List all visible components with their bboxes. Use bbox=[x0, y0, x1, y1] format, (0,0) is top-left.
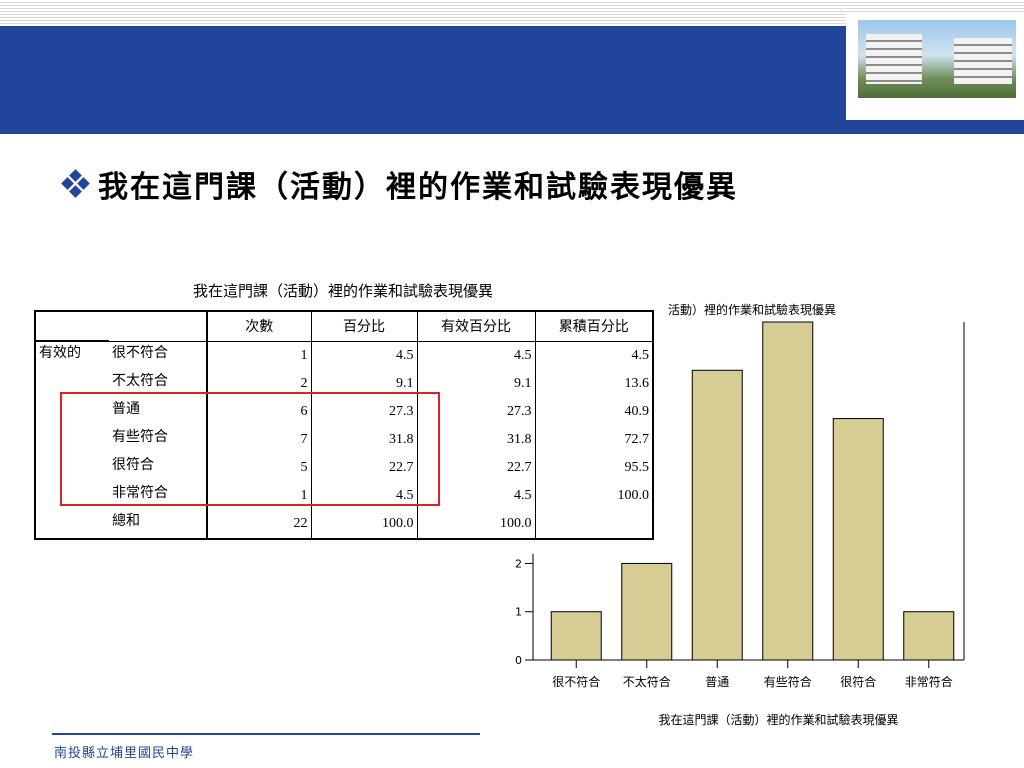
x-tick-label: 很符合 bbox=[840, 674, 876, 689]
row-percent: 27.3 bbox=[311, 397, 418, 426]
row-cumulative: 95.5 bbox=[535, 453, 654, 482]
table-row: 很符合 5 22.7 22.7 95.5 bbox=[35, 453, 654, 482]
table-row: 普通 6 27.3 27.3 40.9 bbox=[35, 397, 654, 426]
footer-divider bbox=[52, 733, 480, 735]
bar-chart: 活動）裡的作業和試驗表現優異 0 1 2 很不符合 不太符合 普通 有些符合 很符合 非常符合我在… bbox=[515, 302, 965, 727]
x-axis-title: 我在這門課（活動）裡的作業和試驗表現優異 bbox=[658, 712, 898, 727]
row-cumulative: 100.0 bbox=[535, 481, 654, 510]
row-valid-percent: 31.8 bbox=[417, 425, 536, 454]
row-label: 普通 bbox=[109, 397, 208, 426]
table-header-row: 次數 百分比 有效百分比 累積百分比 bbox=[34, 310, 654, 342]
header-empty-cell bbox=[34, 310, 109, 342]
total-valid-percent: 100.0 bbox=[417, 509, 536, 540]
row-valid-percent: 4.5 bbox=[417, 341, 536, 370]
chart-title: 活動）裡的作業和試驗表現優異 bbox=[668, 302, 836, 317]
title-row: 我在這門課（活動）裡的作業和試驗表現優異 bbox=[61, 164, 738, 205]
row-count: 1 bbox=[207, 341, 312, 370]
total-percent: 100.0 bbox=[311, 509, 418, 540]
y-tick-label: 1 bbox=[515, 606, 522, 619]
header-percent: 百分比 bbox=[311, 310, 418, 342]
row-cumulative: 40.9 bbox=[535, 397, 654, 426]
table-body: 有效的 很不符合 1 4.5 4.5 4.5 不太符合 2 9.1 9.1 13… bbox=[34, 341, 654, 540]
x-tick-label: 非常符合 bbox=[905, 674, 953, 689]
row-cumulative: 13.6 bbox=[535, 369, 654, 398]
bar bbox=[691, 369, 743, 661]
x-tick-label: 很不符合 bbox=[552, 674, 600, 689]
bar bbox=[762, 321, 814, 661]
row-count: 7 bbox=[207, 425, 312, 454]
total-count: 22 bbox=[207, 509, 312, 540]
bar bbox=[832, 418, 884, 661]
frequency-table: 次數 百分比 有效百分比 累積百分比 有效的 很不符合 1 4.5 4.5 4.… bbox=[34, 310, 654, 540]
row-percent: 4.5 bbox=[311, 341, 418, 370]
header-empty-cell bbox=[109, 310, 208, 342]
diamond-bullet-icon bbox=[61, 169, 90, 198]
y-tick-label: 0 bbox=[515, 654, 522, 667]
x-tick-label: 普通 bbox=[705, 675, 729, 689]
y-tick-label: 2 bbox=[515, 557, 522, 570]
row-valid-percent: 22.7 bbox=[417, 453, 536, 482]
table-total-row: 總和 22 100.0 100.0 bbox=[35, 509, 654, 540]
row-label: 很符合 bbox=[109, 453, 208, 482]
row-percent: 22.7 bbox=[311, 453, 418, 482]
table-row: 有些符合 7 31.8 31.8 72.7 bbox=[35, 425, 654, 454]
row-valid-percent: 27.3 bbox=[417, 397, 536, 426]
header-valid-percent: 有效百分比 bbox=[417, 310, 536, 342]
bar bbox=[621, 562, 673, 661]
x-tick-label: 不太符合 bbox=[623, 674, 671, 689]
table-row: 有效的 很不符合 1 4.5 4.5 4.5 bbox=[34, 341, 654, 540]
row-cumulative: 4.5 bbox=[535, 341, 654, 370]
footer-school-name: 南投縣立埔里國民中學 bbox=[54, 746, 195, 761]
group-label: 有效的 bbox=[34, 341, 109, 540]
row-count: 5 bbox=[207, 453, 312, 482]
table-row: 非常符合 1 4.5 4.5 100.0 bbox=[35, 481, 654, 510]
row-cumulative: 72.7 bbox=[535, 425, 654, 454]
row-count: 6 bbox=[207, 397, 312, 426]
row-label: 很不符合 bbox=[109, 341, 208, 370]
table-caption: 我在這門課（活動）裡的作業和試驗表現優異 bbox=[192, 282, 493, 300]
highlight-box bbox=[60, 392, 440, 506]
bar bbox=[550, 611, 602, 661]
row-valid-percent: 9.1 bbox=[417, 369, 536, 398]
header-cumulative-percent: 累積百分比 bbox=[535, 310, 654, 342]
header-count: 次數 bbox=[207, 310, 312, 342]
page-title: 我在這門課（活動）裡的作業和試驗表現優異 bbox=[98, 170, 738, 205]
row-label: 有些符合 bbox=[109, 425, 208, 454]
school-building-photo bbox=[858, 20, 1016, 98]
total-label: 總和 bbox=[109, 509, 208, 540]
bar bbox=[903, 611, 955, 661]
x-tick-label: 有些符合 bbox=[764, 674, 812, 689]
total-cumulative bbox=[535, 509, 654, 540]
row-percent: 31.8 bbox=[311, 425, 418, 454]
